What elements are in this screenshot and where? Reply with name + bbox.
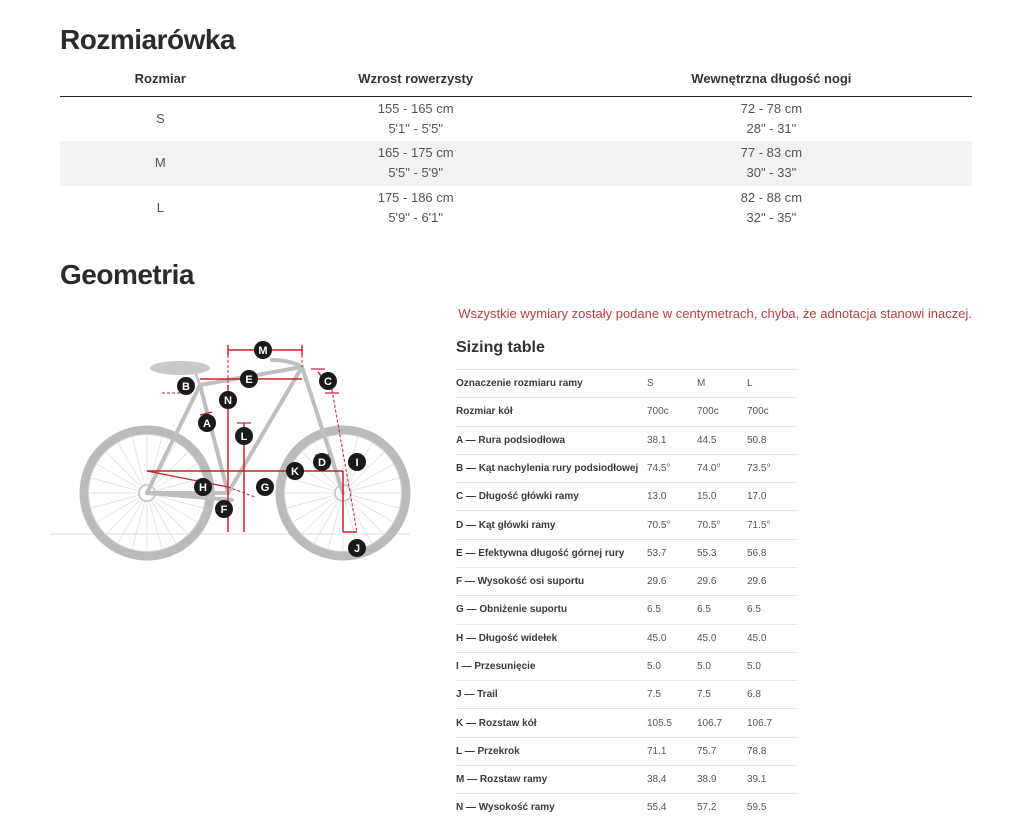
svg-text:L: L [241,431,248,443]
svg-text:A: A [203,418,211,430]
svg-text:D: D [318,457,326,469]
svg-text:K: K [291,466,299,478]
svg-text:M: M [258,345,267,357]
svg-text:C: C [324,376,332,388]
svg-text:E: E [245,374,252,386]
svg-text:B: B [182,381,190,393]
svg-text:G: G [261,482,270,494]
svg-text:J: J [354,543,360,555]
svg-text:N: N [224,395,232,407]
svg-text:H: H [199,482,207,494]
svg-text:I: I [355,457,358,469]
svg-text:F: F [221,504,228,516]
